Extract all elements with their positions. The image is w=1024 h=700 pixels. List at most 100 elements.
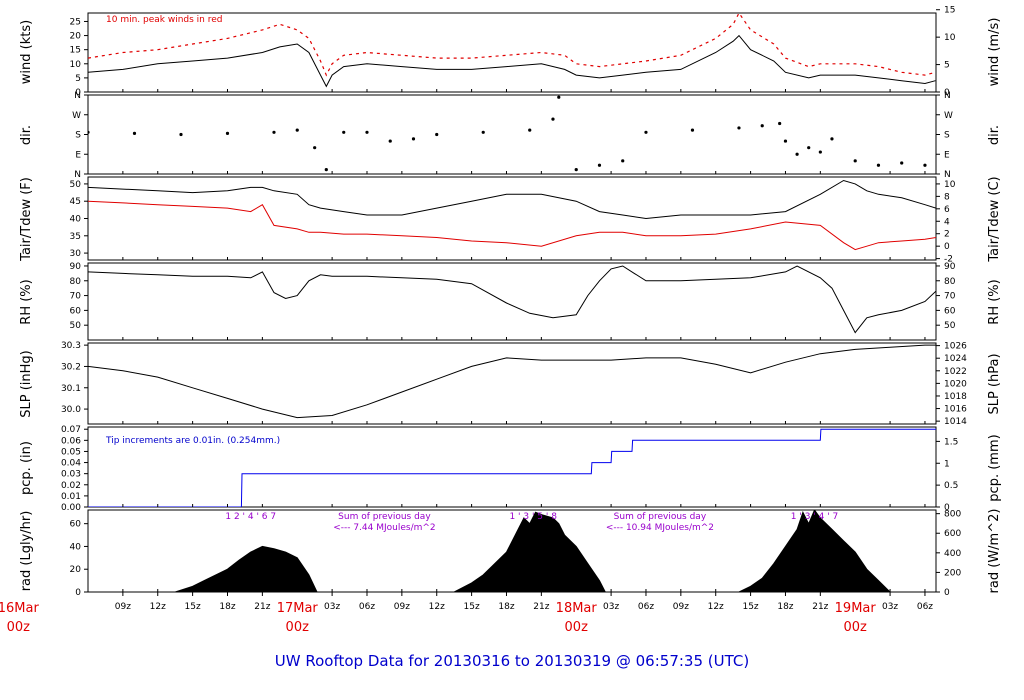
dir-ytick-label-right: W: [944, 111, 953, 121]
x-tick-label: 06z: [917, 602, 933, 612]
slp-ytick-label-left: 30.2: [61, 362, 81, 372]
rad-hour-label: 1 ' 3 ' 4 ' 7: [791, 512, 839, 522]
pcp-ytick-label-left: 0.05: [61, 447, 81, 457]
rh-ytick-label-right: 60: [944, 306, 956, 316]
x-tick-label: 21z: [254, 602, 270, 612]
temp-ytick-label-right: 0: [944, 242, 950, 252]
slp-ylabel-left: SLP (inHg): [19, 350, 34, 418]
wind-ytick-label-right: 15: [944, 6, 955, 16]
slp-frame: [87, 342, 937, 425]
wind-ytick-label-left: 10: [70, 60, 82, 70]
day-date-label: 19Mar: [835, 601, 877, 616]
dir-point: [923, 163, 927, 167]
dir-ylabel-left: dir.: [19, 125, 34, 145]
x-tick-label: 09z: [673, 602, 689, 612]
rad-ytick-label-right: 400: [944, 549, 961, 559]
pcp-ytick-label-left: 0.02: [61, 481, 81, 491]
temp-ylabel-left: Tair/Tdew (F): [19, 177, 34, 262]
wind-plot: [88, 13, 936, 88]
rad-ytick-label-right: 800: [944, 510, 961, 520]
rad-sum-line2: <--- 10.94 MJoules/m^2: [606, 523, 714, 533]
dir-point: [225, 131, 230, 136]
temp-ytick-label-right: 6: [944, 205, 950, 215]
x-tick-label: 03z: [324, 602, 340, 612]
pcp-ytick-label-right: 0: [944, 503, 950, 513]
slp-ytick-label-left: 30.0: [61, 405, 81, 415]
temp-plot: [88, 179, 936, 251]
dir-point: [644, 130, 648, 134]
dir-point: [179, 132, 183, 137]
dir-point: [597, 163, 602, 167]
pcp-ylabel-right: pcp. (mm): [987, 434, 1002, 501]
slp-series-SLP: [88, 344, 936, 419]
temp-ytick-label-left: 35: [70, 232, 81, 242]
rad-ytick-label-left: 60: [70, 520, 82, 530]
slp-ytick-label-right: 1020: [944, 379, 967, 389]
dir-point: [435, 132, 439, 137]
dir-ytick-label-right: E: [944, 150, 950, 160]
day-date-label: 16Mar: [0, 601, 39, 616]
temp-ytick-label-right: 4: [944, 217, 950, 227]
rh-ytick-label-left: 50: [70, 321, 82, 331]
day-hour-label: 00z: [7, 620, 31, 635]
x-tick-label: 15z: [742, 602, 758, 612]
slp-ylabel-right: SLP (hPa): [987, 353, 1002, 414]
rad-sum-line1: Sum of previous day: [614, 512, 707, 522]
pcp-ytick-label-left: 0.06: [61, 436, 81, 446]
rh-ytick-label-right: 90: [944, 262, 956, 272]
dir-point: [528, 128, 532, 132]
x-tick-label: 09z: [115, 602, 131, 612]
slp-ytick-label-right: 1014: [944, 417, 967, 427]
dir-point: [132, 131, 137, 136]
temp-ytick-label-left: 45: [70, 197, 81, 207]
slp-ytick-label-right: 1022: [944, 367, 967, 377]
dir-point: [778, 121, 782, 126]
dir-point: [876, 163, 881, 167]
day-hour-label: 00z: [844, 620, 868, 635]
dir-point: [551, 117, 555, 121]
dir-ytick-label-left: N: [74, 91, 81, 101]
day-date-label: 17Mar: [277, 601, 319, 616]
wind-ytick-label-left: 0: [75, 88, 81, 98]
dir-ylabel-right: dir.: [987, 125, 1002, 145]
pcp-ytick-label-left: 0.01: [61, 492, 81, 502]
rh-ytick-label-right: 80: [944, 277, 956, 287]
wind-ytick-label-left: 25: [70, 17, 81, 27]
wind-ylabel-left: wind (kts): [19, 20, 34, 84]
rad-sum-line1: Sum of previous day: [338, 512, 431, 522]
x-tick-label: 12z: [150, 602, 166, 612]
dir-point: [88, 130, 90, 134]
x-tick-label: 18z: [777, 602, 793, 612]
x-tick-label: 06z: [359, 602, 375, 612]
wind-ytick-label-left: 15: [70, 46, 81, 56]
dir-point: [900, 161, 904, 165]
rh-series-RH: [88, 265, 936, 334]
x-tick-label: 18z: [219, 602, 235, 612]
wind-ytick-label-left: 5: [75, 74, 81, 84]
temp-series-Tdew: [88, 200, 936, 251]
dir-point: [783, 139, 788, 143]
temp-ytick-label-right: 10: [944, 180, 956, 190]
wind-series-wind: [88, 34, 936, 88]
day-hour-label: 00z: [286, 620, 310, 635]
temp-ytick-label-left: 50: [70, 180, 82, 190]
pcp-ytick-label-left: 0.04: [61, 459, 81, 469]
dir-point: [342, 130, 346, 134]
chart-title: UW Rooftop Data for 20130316 to 20130319…: [275, 652, 749, 670]
x-tick-label: 12z: [708, 602, 724, 612]
dir-point: [365, 130, 369, 134]
wind-ylabel-right: wind (m/s): [987, 18, 1002, 87]
pcp-frame: [87, 426, 937, 508]
rh-ylabel-left: RH (%): [19, 279, 34, 324]
slp-ytick-label-right: 1016: [944, 405, 967, 415]
wind-ytick-label-right: 10: [944, 33, 956, 43]
temp-ytick-label-right: 2: [944, 230, 950, 240]
dir-ytick-label-left: W: [72, 111, 81, 121]
x-tick-label: 21z: [533, 602, 549, 612]
dir-point: [388, 139, 392, 143]
rad-hour-label: 1 ' 3 ' 5 ' 8: [509, 512, 557, 522]
slp-ytick-label-right: 1018: [944, 392, 967, 402]
temp-frame: [87, 176, 937, 261]
rh-ytick-label-right: 50: [944, 321, 956, 331]
